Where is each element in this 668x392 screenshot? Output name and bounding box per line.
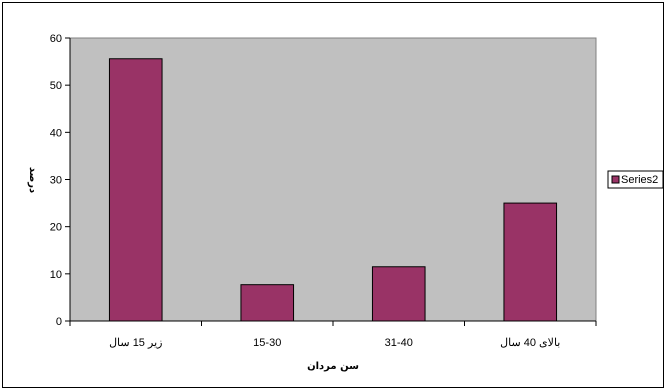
- x-tick-label-3: 31-40: [385, 337, 413, 349]
- y-axis-title: درصد: [27, 167, 38, 193]
- legend-swatch: [611, 175, 620, 184]
- x-axis-title: سن مردان: [307, 361, 359, 372]
- bar-2: [240, 284, 295, 322]
- x-tick-label-4: بالای 40 سال: [500, 337, 560, 349]
- bar-4: [503, 202, 558, 322]
- y-tick-label-4: 40: [50, 127, 62, 139]
- y-tick-label-2: 20: [50, 222, 62, 234]
- legend-box: [607, 170, 664, 189]
- x-tick-label-1: زیر 15 سال: [109, 337, 162, 349]
- y-tick-label-5: 50: [50, 80, 62, 92]
- y-tick-label-3: 30: [50, 175, 62, 187]
- legend: Series2: [607, 170, 664, 189]
- x-tick-label-2: 15-30: [253, 337, 281, 349]
- bar-1: [108, 58, 163, 322]
- bars-layer: [108, 58, 558, 322]
- y-tick-label-1: 10: [50, 269, 62, 281]
- y-tick-label-6: 60: [50, 33, 62, 45]
- y-tick-label-0: 0: [56, 316, 62, 328]
- legend-label: Series2: [621, 174, 658, 186]
- axes-layer: [65, 37, 597, 326]
- bar-3: [371, 266, 426, 322]
- labels-layer: 0 10 20 30 40 50 60 زیر 15 سال 15-30 31-40 بالای 4…: [50, 33, 561, 349]
